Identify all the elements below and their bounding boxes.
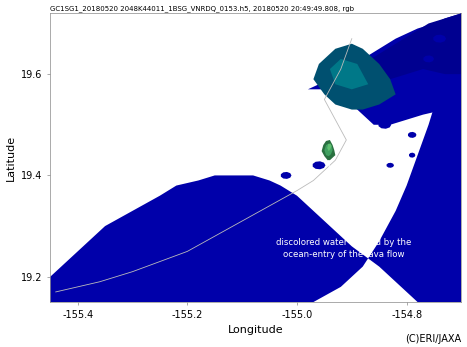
Polygon shape	[50, 13, 461, 302]
Polygon shape	[327, 144, 332, 151]
Polygon shape	[441, 81, 449, 87]
Polygon shape	[330, 59, 368, 89]
Polygon shape	[322, 140, 335, 160]
Polygon shape	[325, 144, 333, 156]
Y-axis label: Latitude: Latitude	[6, 135, 15, 181]
Polygon shape	[313, 161, 325, 169]
Text: ocean-entry of the lava flow: ocean-entry of the lava flow	[283, 250, 404, 259]
Polygon shape	[408, 132, 417, 138]
Polygon shape	[181, 192, 194, 200]
X-axis label: Longitude: Longitude	[228, 325, 283, 335]
Polygon shape	[409, 153, 415, 158]
Polygon shape	[418, 96, 429, 103]
Polygon shape	[248, 177, 259, 184]
Text: (C)ERI/JAXA: (C)ERI/JAXA	[405, 334, 461, 344]
Text: GC1SG1_20180520 2048K44011_1BSG_VNRDQ_0153.h5, 20180520 20:49:49.808, rgb: GC1SG1_20180520 2048K44011_1BSG_VNRDQ_01…	[50, 6, 354, 12]
Polygon shape	[308, 13, 461, 125]
Polygon shape	[433, 35, 446, 43]
Polygon shape	[424, 56, 434, 62]
Polygon shape	[379, 121, 391, 129]
Text: discolored water caused by the: discolored water caused by the	[276, 238, 411, 247]
Polygon shape	[352, 13, 461, 89]
Polygon shape	[281, 172, 291, 179]
Polygon shape	[67, 231, 165, 282]
Polygon shape	[313, 44, 396, 110]
Polygon shape	[387, 163, 394, 168]
